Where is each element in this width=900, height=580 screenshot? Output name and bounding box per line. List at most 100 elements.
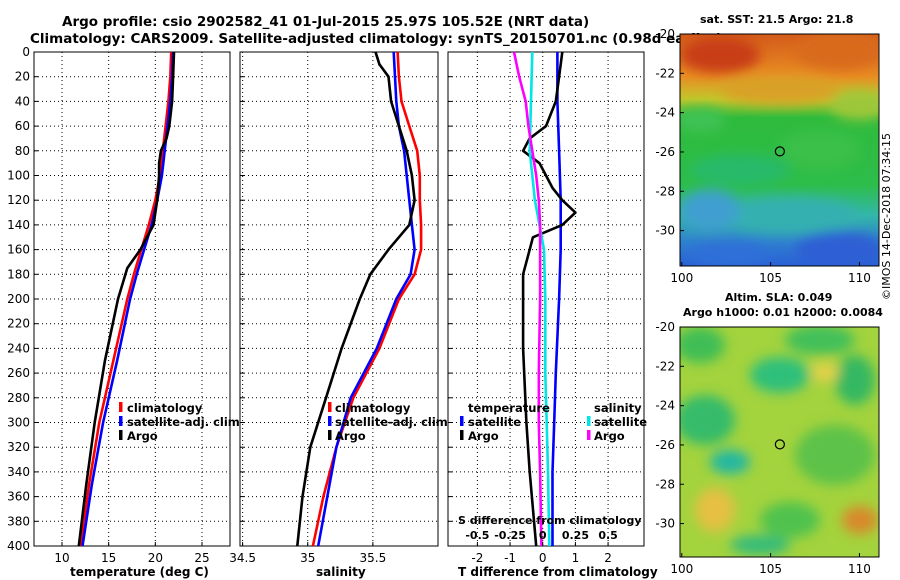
y-tick-label: 400 xyxy=(7,539,30,553)
x-tick-label: 35 xyxy=(300,551,315,565)
y-tick-label: 100 xyxy=(7,169,30,183)
y-tick-label: 0 xyxy=(22,45,30,59)
map-lat-label: -30 xyxy=(655,224,675,238)
y-tick-label: 220 xyxy=(7,317,30,331)
x-tick-label: 25 xyxy=(194,551,209,565)
y-tick-label: 160 xyxy=(7,243,30,257)
series-line-climatology xyxy=(79,52,173,546)
y-tick-label: 360 xyxy=(7,490,30,504)
legend-label-satellite-adj: satellite-adj. clim. xyxy=(127,415,244,429)
legend-label-argo: Argo xyxy=(335,429,366,443)
x-tick-label: 20 xyxy=(148,551,163,565)
legend-swatch-argo xyxy=(328,430,332,440)
legend-swatch-satellite-adj xyxy=(328,416,332,426)
legend-swatch-argo xyxy=(119,430,123,440)
temperature-ticks: 0 20 40 60 80 100 120 140 160 180 200 220 240 260 280 3… xyxy=(7,45,210,565)
temperature-legend: climatology satellite-adj. clim. Argo xyxy=(119,401,244,443)
sla-map-title-line2: Argo h1000: 0.01 h2000: 0.0084 xyxy=(683,306,883,319)
series-line-satellite-adj-clim- xyxy=(81,52,175,546)
legend-swatch-climatology xyxy=(328,402,332,412)
sla-axes: -20 -22 -24 -26 -28 -30 100 105 110 xyxy=(655,320,871,576)
legend-title-temperature: temperature xyxy=(468,401,550,415)
series-line-argo xyxy=(296,52,416,546)
sst-map-title: sat. SST: 21.5 Argo: 21.8 xyxy=(700,13,853,26)
y-tick-label: 340 xyxy=(7,465,30,479)
salinity-ticks: 34.5 35 35.5 xyxy=(229,51,387,565)
map-lon-label: 100 xyxy=(670,562,693,576)
y-tick-label: 40 xyxy=(15,94,30,108)
map-lon-label: 105 xyxy=(759,271,782,285)
figure-title-line1: Argo profile: csio 2902582_41 01-Jul-201… xyxy=(62,14,589,30)
legend-label-climatology: climatology xyxy=(335,401,411,415)
legend-swatch-s-satellite xyxy=(587,416,591,426)
y-tick-label: 80 xyxy=(15,144,30,158)
temperature-grid xyxy=(34,52,230,546)
y-tick-label: 200 xyxy=(7,292,30,306)
x-tick-label: -1 xyxy=(504,551,516,565)
map-lat-label: -20 xyxy=(655,320,675,334)
y-tick-label: 380 xyxy=(7,514,30,528)
legend-swatch-t-satellite xyxy=(460,416,464,426)
y-tick-label: 260 xyxy=(7,366,30,380)
imos-timestamp: ©IMOS 14-Dec-2018 07:34:15 xyxy=(880,133,893,300)
salinity-legend: climatology satellite-adj. clim. Argo xyxy=(328,401,452,443)
legend-title-salinity: salinity xyxy=(594,401,642,415)
x2-tick-label: -0.25 xyxy=(494,529,526,542)
legend-label-t-argo: Argo xyxy=(468,429,499,443)
salinity-panel: 34.5 35 35.5 salinity climatology satellit… xyxy=(229,51,452,579)
y-tick-label: 320 xyxy=(7,440,30,454)
x2-tick-label: 0.25 xyxy=(562,529,589,542)
y-tick-label: 240 xyxy=(7,341,30,355)
y-tick-label: 60 xyxy=(15,119,30,133)
map-lat-label: -24 xyxy=(655,106,675,120)
legend-label-t-satellite: satellite xyxy=(468,415,521,429)
sst-map-frame xyxy=(679,33,880,267)
legend-swatch-t-argo xyxy=(460,430,464,440)
legend-label-argo: Argo xyxy=(127,429,158,443)
map-lat-label: -26 xyxy=(655,438,675,452)
series-line-s-satellite xyxy=(528,52,551,546)
difference-panel: -2 -1 0 1 2 -0.5 -0.25 0 0.25 0.5 T difference fr… xyxy=(447,51,658,579)
x-tick-label: 1 xyxy=(572,551,580,565)
map-lat-label: -20 xyxy=(655,27,675,41)
map-lon-label: 100 xyxy=(670,271,693,285)
legend-swatch-climatology xyxy=(119,402,123,412)
x-tick-label: 34.5 xyxy=(229,551,256,565)
sst-field xyxy=(680,34,879,266)
difference-xlabel: T difference from climatology xyxy=(458,565,658,579)
difference-ticks: -2 -1 0 1 2 -0.5 -0.25 0 0.25 0.5 xyxy=(448,51,618,565)
x-tick-label: 35.5 xyxy=(360,551,387,565)
map-lat-label: -22 xyxy=(655,66,675,80)
map-lon-label: 110 xyxy=(848,271,871,285)
x-tick-label: 10 xyxy=(54,551,69,565)
legend-label-satellite-adj: satellite-adj. clim. xyxy=(335,415,452,429)
y-tick-label: 180 xyxy=(7,267,30,281)
legend-label-s-satellite: satellite xyxy=(594,415,647,429)
map-lat-label: -24 xyxy=(655,399,675,413)
x-tick-label: 15 xyxy=(101,551,116,565)
map-lat-label: -22 xyxy=(655,359,675,373)
y-tick-label: 300 xyxy=(7,416,30,430)
x2-tick-label: 0 xyxy=(539,529,547,542)
difference-legend: temperature satellite Argo salinity sate… xyxy=(460,401,647,443)
salinity-series xyxy=(296,52,423,546)
y-tick-label: 140 xyxy=(7,218,30,232)
map-lat-label: -30 xyxy=(655,517,675,531)
series-line-satellite-adj-clim- xyxy=(316,52,416,546)
sla-map: Altim. SLA: 0.049 Argo h1000: 0.01 h2000… xyxy=(655,291,883,576)
map-lat-label: -28 xyxy=(655,184,675,198)
sst-patches xyxy=(680,34,879,266)
difference-series xyxy=(512,52,577,546)
x-tick-label: -2 xyxy=(471,551,483,565)
map-lat-label: -26 xyxy=(655,145,675,159)
legend-swatch-satellite-adj xyxy=(119,416,123,426)
map-lon-label: 110 xyxy=(848,562,871,576)
legend-label-climatology: climatology xyxy=(127,401,203,415)
argo-location-marker xyxy=(774,439,785,450)
temperature-plot-frame xyxy=(33,51,231,547)
sla-field xyxy=(680,327,879,557)
y-tick-label: 280 xyxy=(7,391,30,405)
series-line-t-argo xyxy=(521,52,577,546)
sla-map-title-line1: Altim. SLA: 0.049 xyxy=(725,291,832,304)
x-tick-label: 2 xyxy=(604,551,612,565)
